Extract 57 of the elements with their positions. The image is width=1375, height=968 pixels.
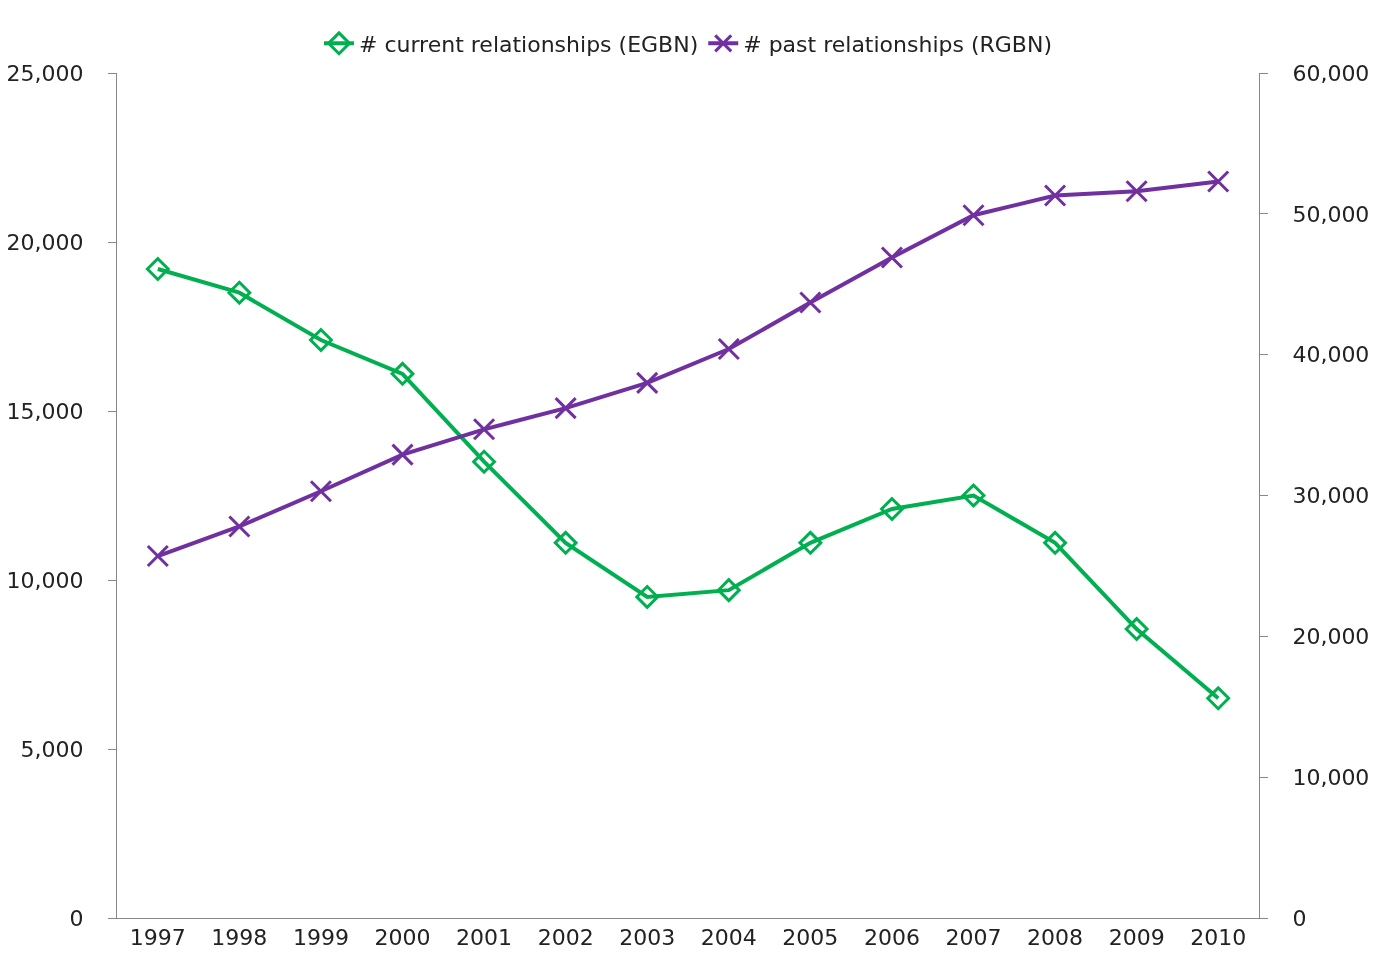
point bbox=[1124, 617, 1149, 641]
point bbox=[962, 203, 985, 227]
y-tick-label: 10,000 bbox=[6, 567, 84, 593]
point bbox=[472, 449, 496, 474]
point bbox=[961, 483, 986, 508]
point bbox=[716, 578, 741, 603]
x-tick-label: 2000 bbox=[374, 925, 431, 951]
x-tick-label: 1999 bbox=[292, 925, 349, 951]
legend-label: # current relationships (EGBN) bbox=[359, 31, 699, 57]
point bbox=[391, 443, 414, 467]
point bbox=[880, 245, 904, 269]
point bbox=[1043, 530, 1067, 555]
x-tick-label: 2001 bbox=[456, 925, 513, 951]
y2-tick-label: 60,000 bbox=[1292, 60, 1370, 86]
x-tick-label: 1997 bbox=[129, 925, 186, 951]
point bbox=[880, 497, 904, 521]
y2-tick-label: 30,000 bbox=[1292, 483, 1370, 509]
point bbox=[227, 280, 252, 305]
y-tick-label: 20,000 bbox=[6, 229, 84, 255]
y2-tick-label: 50,000 bbox=[1292, 201, 1370, 227]
x-tick-label: 2010 bbox=[1190, 925, 1247, 951]
point bbox=[635, 585, 660, 609]
y2-tick-label: 20,000 bbox=[1292, 624, 1370, 650]
x-tick-label: 2007 bbox=[945, 925, 1002, 951]
y-tick-label: 15,000 bbox=[6, 398, 84, 424]
x-tick-label: 2009 bbox=[1108, 925, 1165, 951]
point bbox=[472, 417, 496, 441]
y2-tick-label: 40,000 bbox=[1292, 342, 1370, 368]
point bbox=[390, 361, 415, 386]
y2-tick-label: 10,000 bbox=[1292, 764, 1370, 790]
point bbox=[1043, 184, 1067, 208]
x-tick-label: 2005 bbox=[782, 925, 839, 951]
y-tick-label: 5,000 bbox=[20, 736, 84, 762]
point bbox=[309, 479, 333, 503]
point bbox=[635, 371, 659, 395]
x-tick-label: 2003 bbox=[619, 925, 676, 951]
x-tick-label: 2006 bbox=[863, 925, 920, 951]
point bbox=[227, 514, 251, 538]
point bbox=[553, 530, 578, 555]
point bbox=[798, 530, 823, 555]
x-tick-label: 1998 bbox=[211, 925, 268, 951]
point bbox=[1206, 169, 1230, 193]
point bbox=[309, 328, 333, 352]
point bbox=[145, 257, 170, 281]
point bbox=[146, 544, 170, 568]
x-tick-label: 2008 bbox=[1027, 925, 1084, 951]
y-tick-label: 0 bbox=[69, 905, 84, 931]
x-tick-label: 2002 bbox=[537, 925, 594, 951]
point bbox=[1125, 179, 1149, 203]
y2-tick-label: 0 bbox=[1292, 905, 1307, 931]
point bbox=[554, 396, 578, 420]
point bbox=[1206, 686, 1231, 711]
x-tick-label: 2004 bbox=[700, 925, 757, 951]
point bbox=[717, 337, 741, 361]
legend-label: # past relationships (RGBN) bbox=[743, 31, 1052, 57]
y-tick-label: 25,000 bbox=[6, 60, 84, 86]
point bbox=[798, 291, 822, 315]
